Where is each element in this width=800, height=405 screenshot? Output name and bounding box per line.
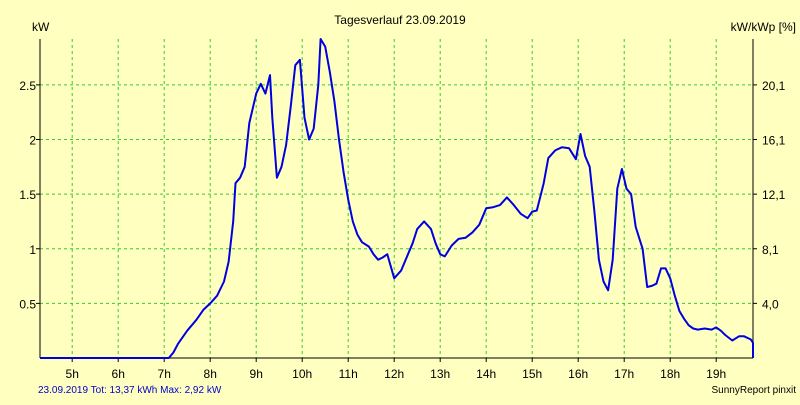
y-tick-label-left: 2 <box>29 134 36 148</box>
y-tick-label-right: 12,1 <box>762 188 786 202</box>
x-tick-label: 17h <box>614 367 634 381</box>
y-tick-label-left: 1.5 <box>19 188 36 202</box>
x-tick-label: 16h <box>568 367 588 381</box>
x-tick-label: 13h <box>430 367 450 381</box>
x-tick-label: 8h <box>204 367 217 381</box>
footer-credit: SunnyReport pinxit <box>712 385 797 396</box>
x-tick-label: 14h <box>476 367 496 381</box>
footer-summary: 23.09.2019 Tot: 13,37 kWh Max: 2,92 kW <box>38 385 222 396</box>
y-axis-label-right: kW/kWp [%] <box>731 20 796 34</box>
y-tick-label-right: 20,1 <box>762 79 786 93</box>
plot-area <box>40 39 753 358</box>
y-tick-label-right: 16,1 <box>762 134 786 148</box>
x-tick-label: 19h <box>706 367 726 381</box>
y-tick-label-left: 0.5 <box>19 297 36 311</box>
x-tick-label: 6h <box>112 367 125 381</box>
x-tick-label: 18h <box>660 367 680 381</box>
y-tick-label-left: 2.5 <box>19 79 36 93</box>
x-tick-label: 9h <box>250 367 263 381</box>
x-tick-label: 5h <box>66 367 79 381</box>
y-tick-label-left: 1 <box>29 243 36 257</box>
y-tick-label-right: 8,1 <box>762 243 779 257</box>
x-tick-label: 12h <box>384 367 404 381</box>
x-tick-label: 7h <box>158 367 171 381</box>
x-tick-label: 15h <box>522 367 542 381</box>
chart-title: Tagesverlauf 23.09.2019 <box>334 13 466 27</box>
x-tick-label: 11h <box>339 367 358 381</box>
x-tick-label: 10h <box>292 367 312 381</box>
y-axis-label-left: kW <box>32 20 50 34</box>
y-tick-label-right: 4,0 <box>762 297 779 311</box>
series-line <box>40 38 754 359</box>
